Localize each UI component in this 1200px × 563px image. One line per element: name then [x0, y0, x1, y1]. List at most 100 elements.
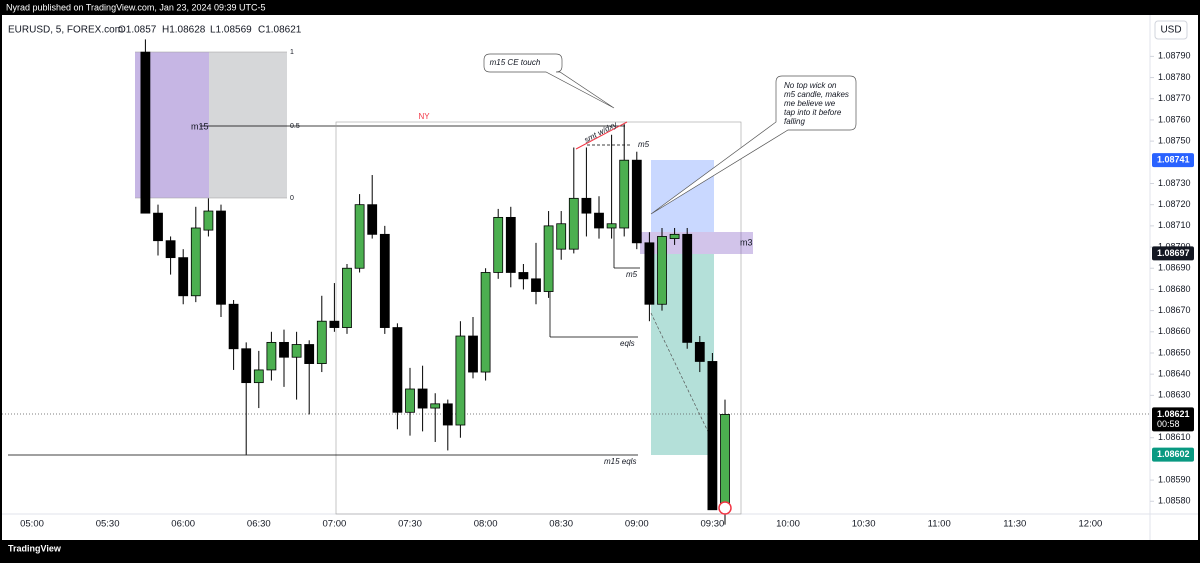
session-box	[335, 121, 742, 515]
price-marker	[1152, 407, 1194, 432]
replay-icon	[718, 501, 732, 515]
y-tick-label: 1.08790	[1158, 51, 1191, 61]
candle-body	[694, 341, 705, 362]
candle-body	[720, 414, 730, 509]
candle-body	[178, 257, 189, 297]
fib-zone	[209, 52, 287, 198]
candle-body	[657, 236, 667, 305]
price-marker-label: 1.08602	[1157, 449, 1190, 459]
candle-body	[556, 223, 567, 250]
y-tick-label: 1.08630	[1158, 390, 1191, 400]
price-marker-label: 1.08621	[1157, 409, 1190, 419]
y-tick-label: 1.08610	[1158, 432, 1191, 442]
x-tick-label: 12:00	[1079, 519, 1103, 530]
callout	[650, 75, 857, 215]
x-tick-label: 10:30	[852, 519, 876, 530]
m3-label: m3	[740, 237, 753, 247]
candle-body	[543, 225, 554, 292]
x-tick-label: 07:30	[398, 519, 422, 530]
candle-body	[442, 403, 453, 426]
fib-level: 0.5	[290, 123, 300, 130]
candle-body	[266, 341, 277, 371]
brand: TradingView	[8, 543, 62, 553]
m5-low-label: m5	[626, 270, 638, 279]
candle-body	[253, 369, 264, 384]
y-tick-label: 1.08720	[1158, 199, 1191, 209]
m15-eqls-label: m15 eqls	[604, 457, 636, 466]
x-tick-label: 10:00	[776, 519, 800, 530]
y-tick-label: 1.08580	[1158, 496, 1191, 506]
price-marker-label: 1.08741	[1157, 155, 1190, 165]
candle-body	[241, 348, 252, 384]
smt-line	[575, 121, 628, 150]
currency[interactable]: USD	[1160, 25, 1181, 36]
x-tick-label: 08:00	[474, 519, 498, 530]
legend-open: O1.0857	[118, 25, 157, 36]
x-tick-label: 09:00	[625, 519, 649, 530]
legend-close: C1.08621	[258, 25, 302, 36]
candle-body	[568, 197, 579, 250]
candle-body	[430, 403, 441, 409]
candle-body	[682, 233, 693, 343]
price-marker	[1152, 246, 1194, 261]
callout-text: m15 CE touch	[490, 58, 541, 67]
y-tick-label: 1.08680	[1158, 284, 1191, 294]
projection	[650, 312, 713, 441]
candle-body	[531, 278, 541, 292]
candle-body	[329, 320, 340, 328]
eqls-label: eqls	[620, 339, 635, 348]
candle-body	[316, 320, 327, 364]
candle-body	[518, 272, 529, 280]
fib-level: 0	[290, 195, 294, 202]
y-tick-label: 1.08650	[1158, 347, 1191, 357]
candle-body	[354, 204, 365, 269]
x-tick-label: 07:00	[323, 519, 347, 530]
target-zone	[651, 160, 714, 232]
y-tick-label: 1.08750	[1158, 135, 1191, 145]
candle-body	[203, 210, 214, 231]
y-tick-label: 1.08730	[1158, 178, 1191, 188]
candle-body	[392, 327, 403, 413]
x-tick-label: 09:30	[701, 519, 725, 530]
callout	[483, 53, 615, 109]
candle-body	[291, 344, 302, 358]
x-tick-label: 08:30	[549, 519, 573, 530]
candle-body	[468, 335, 478, 373]
price-marker-label: 1.08697	[1157, 248, 1190, 258]
candle-body	[644, 242, 655, 305]
legend-high: H1.08628	[162, 25, 206, 36]
symbol: EURUSD, 5, FOREX.com	[8, 25, 123, 36]
candle-body	[140, 51, 151, 214]
x-tick-label: 11:30	[1003, 519, 1026, 530]
y-tick-label: 1.08780	[1158, 72, 1191, 82]
session-label: NY	[418, 112, 430, 121]
candle-body	[581, 197, 592, 214]
candle-body	[153, 212, 163, 242]
currency-button[interactable]	[1154, 20, 1188, 40]
candle-body	[165, 240, 176, 259]
callout-text: falling	[784, 117, 805, 126]
y-tick-label: 1.08640	[1158, 369, 1191, 379]
legend-low: L1.08569	[210, 25, 252, 36]
candle-body	[707, 361, 718, 511]
candle-body	[279, 341, 289, 358]
x-tick-label: 06:30	[247, 519, 271, 530]
candle-body	[367, 204, 378, 235]
y-tick-label: 1.08670	[1158, 305, 1191, 315]
y-tick-label: 1.08660	[1158, 326, 1191, 336]
candle-body	[304, 344, 315, 364]
countdown: 00:58	[1157, 419, 1180, 429]
x-tick-label: 05:30	[96, 519, 120, 530]
candle-body	[619, 159, 630, 229]
x-tick-label: 11:00	[928, 519, 951, 530]
candle-body	[493, 216, 504, 273]
x-tick-label: 05:00	[20, 519, 44, 530]
callout-text: m5 candle, makes	[784, 90, 849, 99]
candle-body	[505, 216, 516, 273]
price-marker	[1152, 153, 1194, 168]
m3-zone	[640, 232, 753, 254]
fib-label: m15	[191, 121, 209, 131]
candle-body	[342, 267, 352, 328]
